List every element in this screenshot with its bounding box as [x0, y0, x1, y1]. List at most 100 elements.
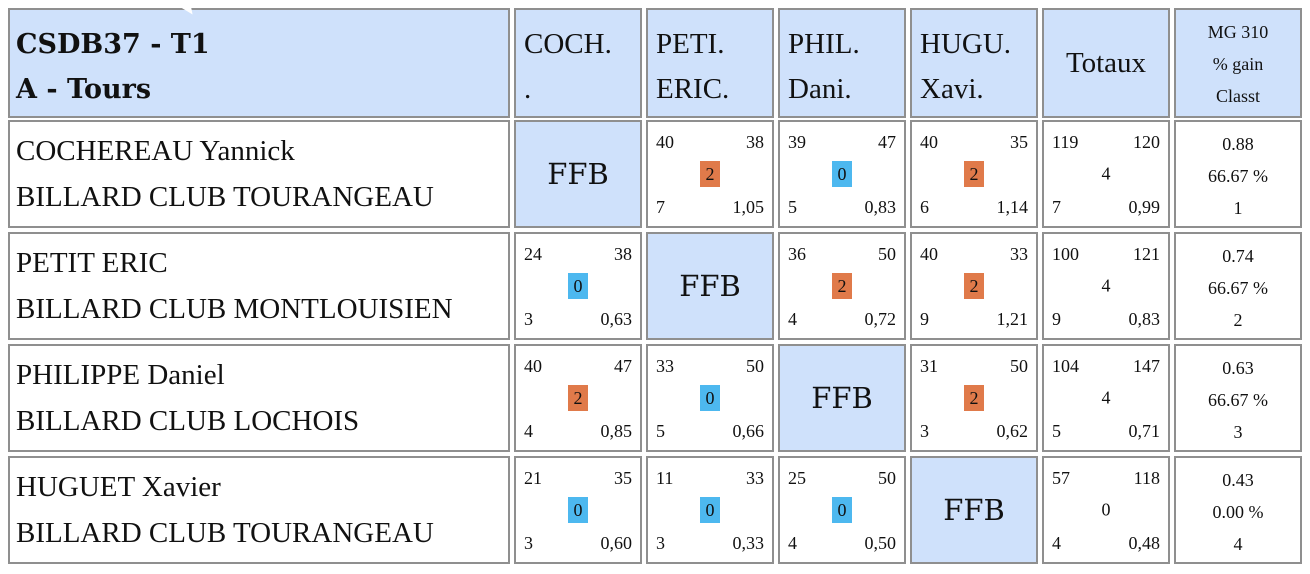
column-header-line-1: PETI.	[656, 28, 725, 60]
column-header-3: PHIL. Dani.	[778, 8, 906, 118]
total-best-series: 4	[1052, 533, 1061, 553]
points-scored: 39	[788, 132, 806, 152]
match-result-cell: 36 50 2 4 0,72	[778, 232, 906, 340]
points-scored: 25	[788, 468, 806, 488]
mg-header-line-2: % gain	[1212, 54, 1264, 74]
points-scored: 40	[524, 356, 542, 376]
totaux-header: Totaux	[1042, 8, 1170, 118]
general-average: 0.88	[1222, 134, 1254, 154]
column-header-4: HUGU. Xavi.	[910, 8, 1038, 118]
points-scored: 33	[656, 356, 674, 376]
stats-cell: 0.63 66.67 % 3	[1174, 344, 1302, 452]
points-scored: 40	[920, 244, 938, 264]
win-badge: 2	[832, 273, 852, 299]
loss-badge: 0	[832, 161, 852, 187]
totals-cell: 100 121 4 9 0,83	[1042, 232, 1170, 340]
points-scored: 40	[920, 132, 938, 152]
match-average: 0,60	[600, 533, 633, 553]
mg-header-line-1: MG 310	[1207, 22, 1269, 42]
player-cell: PETIT ERIC BILLARD CLUB MONTLOUISIEN	[8, 232, 510, 340]
match-result-cell: 25 50 0 4 0,50	[778, 456, 906, 564]
match-average: 1,05	[732, 197, 765, 217]
points-scored: 31	[920, 356, 938, 376]
player-name: PETIT ERIC	[16, 247, 168, 279]
player-club: BILLARD CLUB TOURANGEAU	[16, 181, 434, 213]
match-result-cell: 21 35 0 3 0,60	[514, 456, 642, 564]
best-series: 3	[656, 533, 665, 553]
match-average: 0,85	[600, 421, 633, 441]
ranking: 3	[1233, 422, 1243, 442]
title-line-2: A - Tours	[16, 74, 152, 105]
points-scored: 21	[524, 468, 542, 488]
win-badge: 2	[964, 273, 984, 299]
totals-cell: 104 147 4 5 0,71	[1042, 344, 1170, 452]
total-target: 147	[1133, 356, 1160, 376]
match-result-cell: 24 38 0 3 0,63	[514, 232, 642, 340]
loss-badge: 0	[700, 497, 720, 523]
totals-cell: 57 118 0 4 0,48	[1042, 456, 1170, 564]
best-series: 5	[788, 197, 797, 217]
total-match-points: 4	[1101, 387, 1111, 408]
total-match-points: 4	[1101, 163, 1111, 184]
points-target: 38	[746, 132, 764, 152]
total-points: 119	[1052, 132, 1079, 152]
points-scored: 36	[788, 244, 806, 264]
total-match-points: 0	[1101, 499, 1111, 520]
self-label: FFB	[547, 157, 609, 191]
stats-cell: 0.88 66.67 % 1	[1174, 120, 1302, 228]
points-target: 35	[614, 468, 632, 488]
match-average: 0,66	[732, 421, 765, 441]
best-series: 4	[524, 421, 533, 441]
points-target: 47	[614, 356, 632, 376]
best-series: 3	[524, 309, 533, 329]
loss-badge: 0	[832, 497, 852, 523]
column-header-line-1: COCH.	[524, 28, 612, 60]
best-series: 3	[524, 533, 533, 553]
stats-cell: 0.74 66.67 % 2	[1174, 232, 1302, 340]
total-average: 0,99	[1128, 197, 1161, 217]
column-header-line-2: .	[524, 73, 532, 105]
column-header-1: COCH..	[514, 8, 642, 118]
match-average: 0,72	[864, 309, 897, 329]
points-target: 50	[746, 356, 764, 376]
self-label: FFB	[679, 269, 741, 303]
match-average: 1,21	[996, 309, 1029, 329]
column-header-line-2: Xavi.	[920, 73, 984, 105]
win-badge: 2	[700, 161, 720, 187]
win-badge: 2	[568, 385, 588, 411]
self-match-cell: FFB	[514, 120, 642, 228]
best-series: 9	[920, 309, 929, 329]
player-name: HUGUET Xavier	[16, 471, 221, 503]
win-percentage: 66.67 %	[1208, 390, 1268, 410]
total-points: 104	[1052, 356, 1079, 376]
player-name: PHILIPPE Daniel	[16, 359, 225, 391]
match-average: 0,33	[732, 533, 765, 553]
best-series: 4	[788, 533, 797, 553]
ranking: 2	[1233, 310, 1243, 330]
total-average: 0,83	[1128, 309, 1161, 329]
match-result-cell: 33 50 0 5 0,66	[646, 344, 774, 452]
best-series: 6	[920, 197, 929, 217]
ranking: 1	[1233, 198, 1243, 218]
total-target: 118	[1133, 468, 1160, 488]
best-series: 5	[656, 421, 665, 441]
points-target: 33	[1010, 244, 1028, 264]
loss-badge: 0	[568, 273, 588, 299]
title-line-1: CSDB37 - T1	[16, 29, 210, 60]
win-badge: 2	[964, 161, 984, 187]
points-scored: 40	[656, 132, 674, 152]
total-points: 100	[1052, 244, 1079, 264]
points-target: 38	[614, 244, 632, 264]
match-result-cell: 40 38 2 7 1,05	[646, 120, 774, 228]
best-series: 7	[656, 197, 665, 217]
ranking: 4	[1233, 534, 1243, 554]
column-header-line-1: PHIL.	[788, 28, 860, 60]
column-header-line-2: Dani.	[788, 73, 852, 105]
win-percentage: 66.67 %	[1208, 166, 1268, 186]
mg-header-line-3: Classt	[1215, 86, 1260, 106]
total-average: 0,48	[1128, 533, 1161, 553]
match-result-cell: 40 47 2 4 0,85	[514, 344, 642, 452]
win-percentage: 0.00 %	[1212, 502, 1264, 522]
points-scored: 11	[656, 468, 674, 488]
